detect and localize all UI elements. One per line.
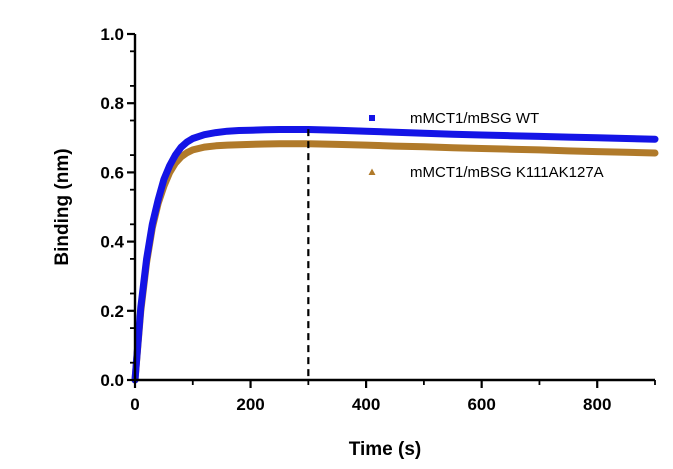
legend: mMCT1/mBSG WT mMCT1/mBSG K111AK127A xyxy=(368,110,604,181)
y-tick-label: 0.8 xyxy=(100,94,124,113)
x-tick-label: 800 xyxy=(583,395,611,414)
x-tick-label: 200 xyxy=(236,395,264,414)
plot-area xyxy=(131,126,659,384)
axes: 0.0 0.2 0.4 0.6 0.8 1.0 0 200 400 600 800 Time (s) B… xyxy=(52,25,656,460)
series-line-1 xyxy=(131,126,659,384)
legend-label-1: mMCT1/mBSG WT xyxy=(410,110,539,127)
x-tick-label: 400 xyxy=(352,395,380,414)
x-tick-label: 0 xyxy=(130,395,139,414)
legend-label-2: mMCT1/mBSG K111AK127A xyxy=(410,164,604,181)
y-tick-label: 0.4 xyxy=(100,233,124,252)
x-axis-title: Time (s) xyxy=(349,439,422,460)
legend-marker-square xyxy=(369,115,375,121)
y-tick-label: 0.0 xyxy=(100,371,124,390)
y-tick-label: 0.6 xyxy=(100,163,124,182)
legend-marker-triangle xyxy=(368,168,376,175)
x-tick-label: 600 xyxy=(467,395,495,414)
y-tick-label: 1.0 xyxy=(100,25,124,44)
y-axis-title: Binding (nm) xyxy=(52,148,73,265)
y-tick-label: 0.2 xyxy=(100,302,124,321)
